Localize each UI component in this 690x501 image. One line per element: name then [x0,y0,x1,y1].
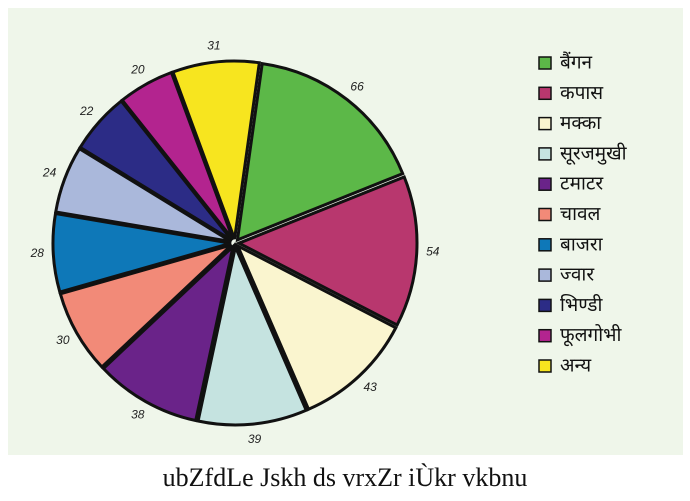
value-label: 28 [30,246,45,260]
value-label: 38 [131,408,145,422]
value-label: 31 [207,38,220,52]
legend-label: कपास [560,82,604,104]
footer: ubZfdLe Jskh ds vrxZr iÙkr vkbnu [163,463,528,492]
value-label: 54 [426,245,440,259]
pie-slice [120,70,235,241]
legend-swatch [538,116,552,131]
pie-slice [58,243,233,370]
legend-swatch [538,207,552,222]
value-label: 30 [56,333,70,347]
legend-label: चावल [560,203,602,225]
pie-slice [235,174,419,328]
value-label: 24 [42,166,57,180]
pie-slice [171,59,262,240]
legend-swatch [538,359,552,373]
legend-swatch [538,298,552,313]
pie-slice [196,242,309,427]
legend-swatch [538,177,552,191]
legend-swatch [538,86,552,101]
legend-swatch [538,238,552,252]
legend-label: भिण्डी [560,293,603,316]
value-label: 66 [350,79,364,93]
legend-swatch [538,328,552,343]
legend-swatch [538,147,552,161]
legend-label: ज्वार [560,264,595,286]
legend-swatch [538,56,552,70]
legend-label: फूलगोभी [560,323,623,347]
legend-label: सूरजमुखी [560,141,628,165]
value-label: 43 [363,380,377,394]
legend-label: मक्का [560,112,602,134]
pie-slice [51,211,232,294]
pie-slice [101,242,236,423]
value-label: 22 [79,104,94,118]
legend-label: बाजरा [560,233,604,255]
pie-slice [234,242,398,412]
legend-label: अन्य [560,355,592,377]
pie-slice [54,146,233,244]
legend-swatch [538,268,552,282]
legend-label: बैंगन [560,51,593,74]
legend-label: टमाटर [560,173,604,195]
value-label: 20 [130,63,145,77]
pie-slice [235,61,405,243]
value-label: 39 [248,432,262,446]
